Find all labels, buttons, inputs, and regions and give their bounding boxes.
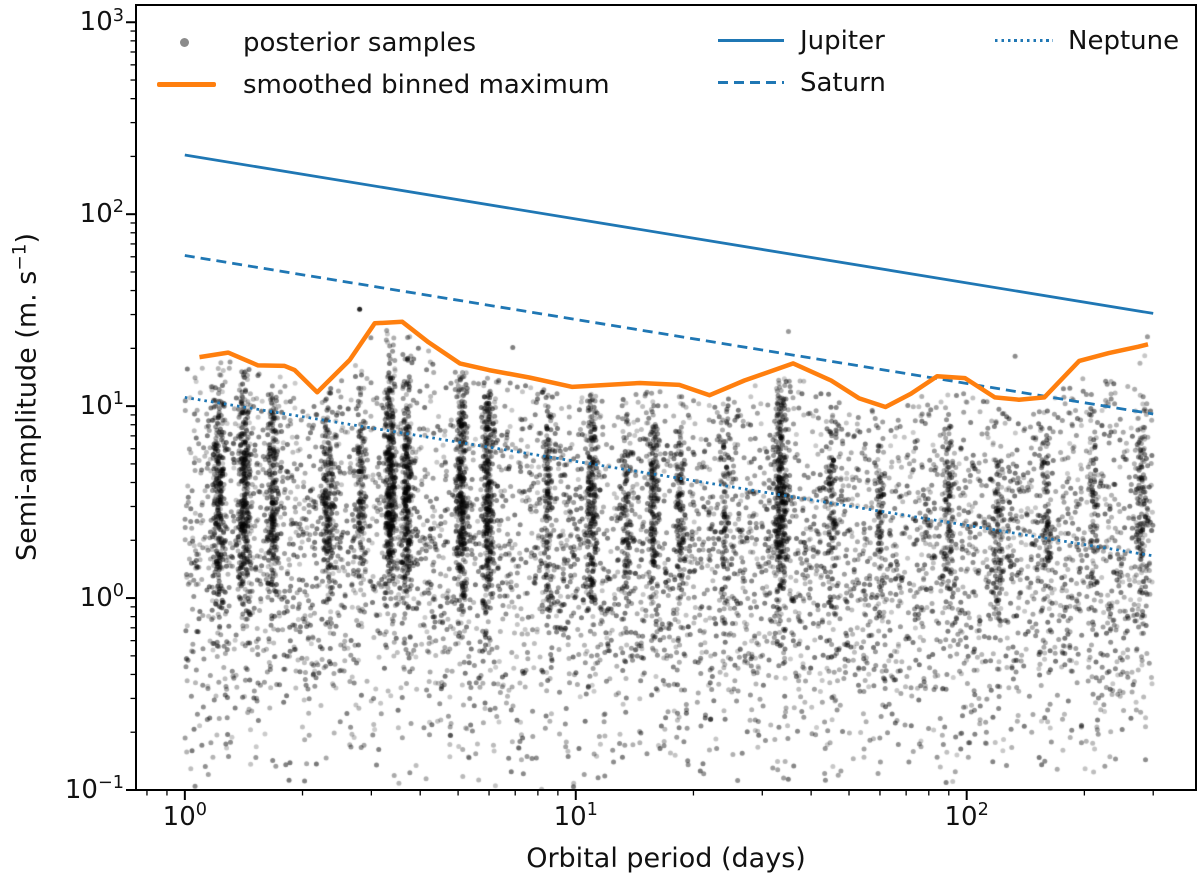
y-tick-label: 101 [79,389,124,422]
x-axis-label: Orbital period (days) [526,843,806,874]
x-tick-label: 101 [553,800,598,832]
y-tick-label: 100 [79,581,124,614]
legend-label-jupiter: Jupiter [800,26,885,56]
legend-label-smoothed-binned-maximum: smoothed binned maximum [243,70,610,100]
legend-label-posterior-samples: posterior samples [243,28,476,58]
jupiter-solid-line-icon [718,39,784,42]
x-tick-label: 100 [162,800,207,832]
Saturn-line [184,254,1154,416]
y-tick-label: 103 [79,5,124,38]
y-axis-label: Semi-amplitude (m. s−1) [9,232,43,562]
y-axis-label-close: ) [11,232,43,244]
neptune-dotted-line-icon [995,39,1053,42]
smoothed-binned-maximum-line-icon [157,82,216,87]
legend-label-neptune: Neptune [1068,26,1180,56]
plot-spines [135,4,1197,791]
Jupiter-line [184,153,1154,315]
legend-label-saturn: Saturn [800,68,886,98]
y-axis-label-text: Semi-amplitude (m. s [11,270,43,562]
x-tick-label: 102 [944,800,989,832]
Neptune-line [184,396,1154,558]
smoothed-binned-maximum-line [199,319,1149,410]
y-axis-label-exponent: −1 [9,243,31,271]
posterior-samples-marker-icon [180,38,189,47]
y-tick-label: 10−1 [64,773,124,805]
y-tick-label: 102 [79,197,124,230]
saturn-dashed-line-icon [718,81,784,84]
